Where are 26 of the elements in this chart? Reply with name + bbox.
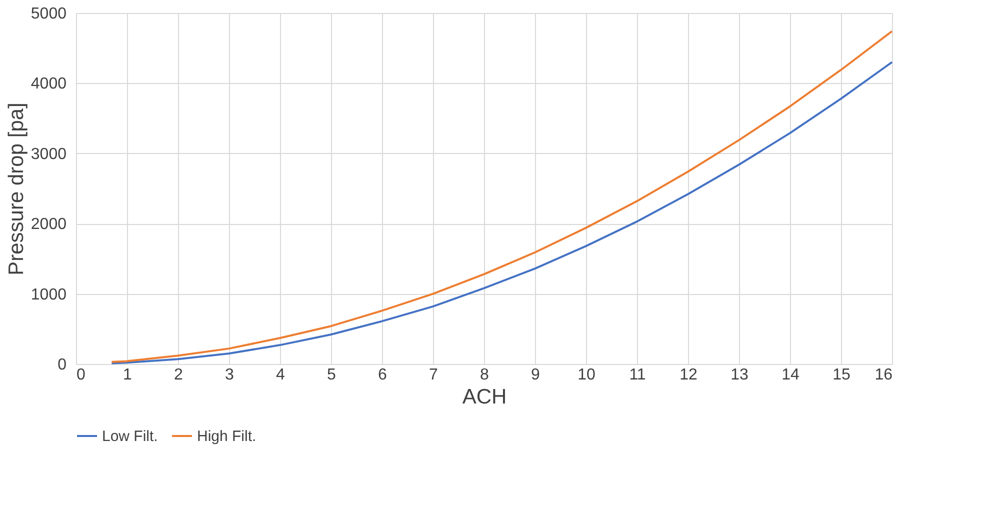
- x-tick-label: 15: [832, 366, 850, 384]
- x-tick-label: 11: [629, 366, 646, 384]
- x-tick-label: 14: [782, 366, 800, 384]
- x-tick-label: 12: [680, 366, 698, 384]
- legend-label: High Filt.: [197, 428, 256, 445]
- y-tick-label: 3000: [30, 146, 67, 163]
- x-tick-label: 0: [76, 366, 86, 384]
- y-axis-title: Pressure drop [pa]: [4, 102, 28, 276]
- y-tick-label: 1000: [30, 286, 67, 304]
- x-tick-label: 4: [276, 366, 286, 384]
- x-tick-label: 5: [327, 366, 336, 384]
- y-tick-label: 2000: [30, 216, 67, 234]
- x-tick-label: 1: [123, 366, 132, 384]
- y-tick-label: 4000: [30, 76, 67, 93]
- x-tick-label: 13: [730, 366, 748, 384]
- x-tick-label: 2: [174, 366, 184, 384]
- x-axis-title: ACH: [462, 386, 507, 408]
- x-tick-label: 16: [874, 366, 893, 384]
- x-tick-label: 9: [531, 366, 540, 384]
- x-tick-label: 7: [429, 366, 438, 384]
- y-tick-label: 5000: [30, 6, 67, 22]
- legend-label: Low Filt.: [102, 428, 158, 445]
- x-tick-label: 3: [225, 366, 234, 384]
- x-tick-label: 6: [378, 366, 388, 384]
- x-tick-label: 8: [480, 366, 490, 384]
- x-tick-label: 10: [578, 366, 596, 384]
